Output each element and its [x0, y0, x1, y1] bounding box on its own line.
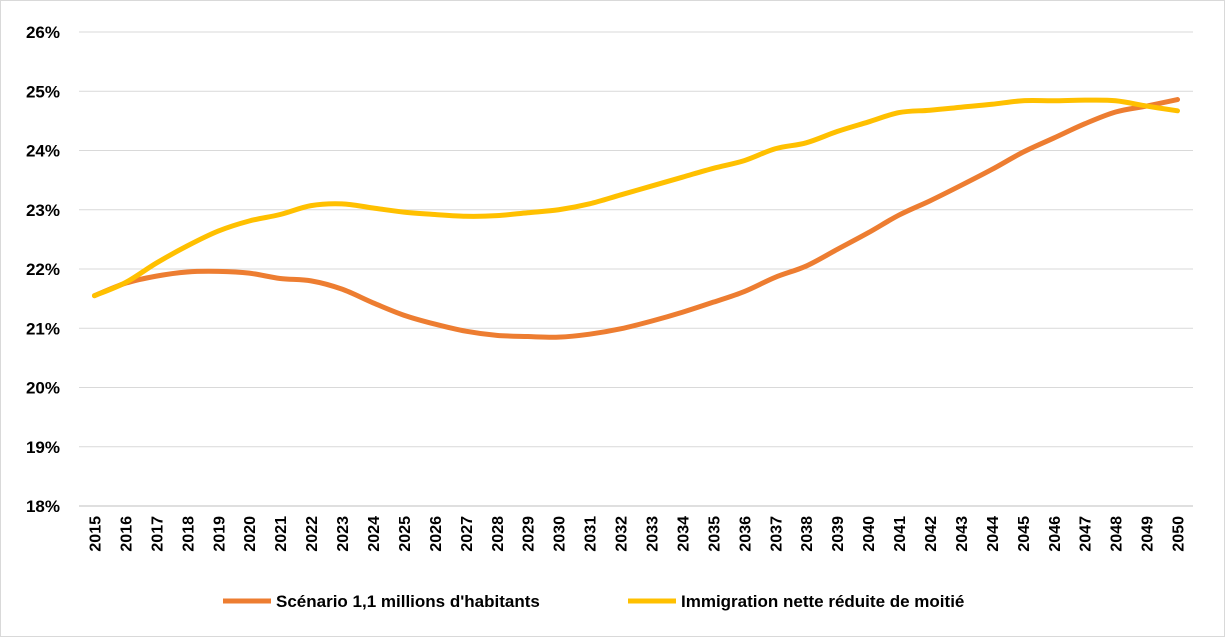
x-tick-label: 2040 [861, 516, 878, 552]
x-tick-label: 2045 [1016, 516, 1033, 552]
series-line-scenario [91, 97, 1181, 340]
y-tick-label: 24% [26, 142, 60, 161]
x-tick-label: 2035 [706, 516, 723, 552]
y-tick-label: 19% [26, 438, 60, 457]
x-tick-label: 2029 [521, 516, 538, 552]
x-tick-label: 2047 [1078, 516, 1095, 552]
x-tick-label: 2027 [459, 516, 476, 552]
x-tick-label: 2039 [830, 516, 847, 552]
x-tick-label: 2019 [211, 516, 228, 552]
x-tick-label: 2022 [304, 516, 321, 552]
x-tick-label: 2025 [397, 516, 414, 552]
y-tick-label: 26% [26, 23, 60, 42]
y-tick-label: 23% [26, 201, 60, 220]
x-tick-label: 2033 [644, 516, 661, 552]
x-tick-label: 2044 [985, 516, 1002, 552]
legend-label-scenario: Scénario 1,1 millions d'habitants [276, 592, 540, 611]
gridlines [79, 31, 1193, 507]
x-tick-label: 2042 [923, 516, 940, 552]
y-tick-label: 18% [26, 497, 60, 516]
x-tick-label: 2017 [149, 516, 166, 552]
x-tick-label: 2015 [87, 516, 104, 552]
x-tick-label: 2020 [242, 516, 259, 552]
y-tick-label: 20% [26, 379, 60, 398]
x-tick-label: 2023 [335, 516, 352, 552]
x-tick-label: 2041 [892, 516, 909, 552]
series-lines [91, 97, 1181, 340]
x-tick-label: 2048 [1109, 516, 1126, 552]
x-tick-label: 2050 [1171, 516, 1188, 552]
x-tick-label: 2049 [1140, 516, 1157, 552]
x-tick-label: 2038 [799, 516, 816, 552]
x-tick-label: 2034 [675, 516, 692, 552]
x-tick-label: 2037 [768, 516, 785, 552]
x-tick-label: 2021 [273, 516, 290, 552]
x-tick-label: 2030 [552, 516, 569, 552]
series-line-immigration [91, 97, 1181, 299]
x-tick-label: 2016 [118, 516, 135, 552]
y-tick-label: 22% [26, 260, 60, 279]
x-tick-label: 2018 [180, 516, 197, 552]
y-axis-ticks: 18% 19% 20% 21% 22% 23% 24% 25% 26% [26, 23, 60, 516]
x-tick-label: 2043 [954, 516, 971, 552]
x-tick-label: 2032 [614, 516, 631, 552]
y-tick-label: 21% [26, 319, 60, 338]
legend-label-immigration: Immigration nette réduite de moitié [681, 592, 964, 611]
x-tick-label: 2024 [366, 516, 383, 552]
x-axis-ticks: 2015 2016 2017 2018 2019 2020 2021 2022 2023 2024… [87, 516, 1187, 552]
legend: Scénario 1,1 millions d'habitants Immigr… [223, 592, 964, 611]
x-tick-label: 2026 [428, 516, 445, 552]
x-tick-label: 2046 [1047, 516, 1064, 552]
x-tick-label: 2028 [490, 516, 507, 552]
y-tick-label: 25% [26, 82, 60, 101]
x-tick-label: 2031 [583, 516, 600, 552]
x-tick-label: 2036 [737, 516, 754, 552]
